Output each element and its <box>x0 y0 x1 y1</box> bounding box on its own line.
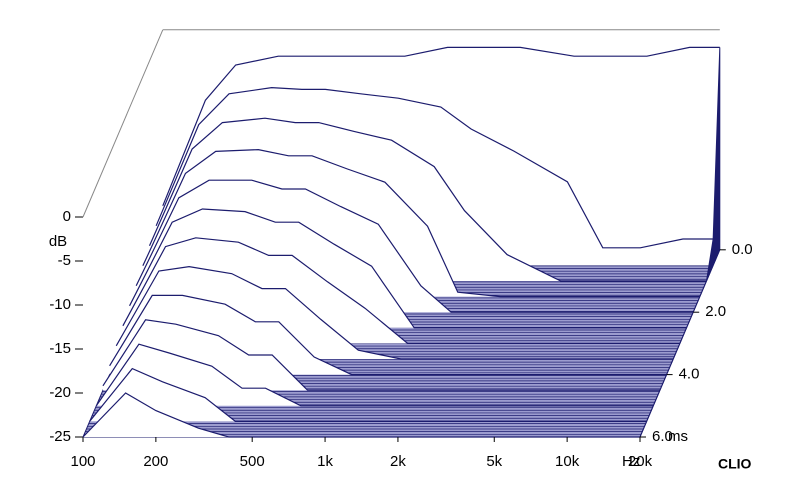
slice-line <box>89 367 647 422</box>
side-face <box>639 47 721 438</box>
x-tick-label: 20k <box>628 453 653 470</box>
slice-line <box>148 117 707 282</box>
x-tick-label: 2k <box>390 453 406 470</box>
frame-line <box>82 29 164 218</box>
y-axis-label: dB <box>49 233 67 250</box>
z-tick-label: 4.0 <box>679 366 700 383</box>
slice-fill <box>96 344 654 406</box>
x-tick-label: 200 <box>143 453 168 470</box>
x-tick-label: 5k <box>486 453 502 470</box>
slice-line <box>155 87 714 249</box>
slice-line <box>82 392 640 438</box>
x-tick-label: 100 <box>70 453 95 470</box>
watermark: CLIO <box>718 456 752 472</box>
slice-line <box>122 237 680 344</box>
z-axis-label: ms <box>668 428 688 445</box>
slice-line <box>109 294 667 376</box>
slice-line <box>135 179 694 313</box>
slice-line <box>142 149 700 298</box>
y-tick-label: -20 <box>49 384 71 401</box>
slice-line <box>162 46 720 207</box>
x-tick-label: 10k <box>555 453 580 470</box>
y-tick-label: -10 <box>49 296 71 313</box>
slice-line <box>95 343 654 407</box>
y-tick-label: 0 <box>63 208 71 225</box>
z-tick-label: 6.0 <box>652 428 673 445</box>
y-tick-label: -25 <box>49 428 71 445</box>
slice-line <box>115 265 674 360</box>
z-tick-label: 0.0 <box>732 241 753 258</box>
y-tick-label: -15 <box>49 340 71 357</box>
y-tick-label: -5 <box>58 252 71 269</box>
x-tick-label: 500 <box>240 453 265 470</box>
slice-fill <box>102 319 660 391</box>
slice-line <box>129 208 687 329</box>
z-tick-label: 2.0 <box>705 303 726 320</box>
x-tick-label: 1k <box>317 453 333 470</box>
slice-fill <box>83 393 640 437</box>
slice-line <box>102 319 660 391</box>
x-axis-label: Hz <box>622 453 640 470</box>
